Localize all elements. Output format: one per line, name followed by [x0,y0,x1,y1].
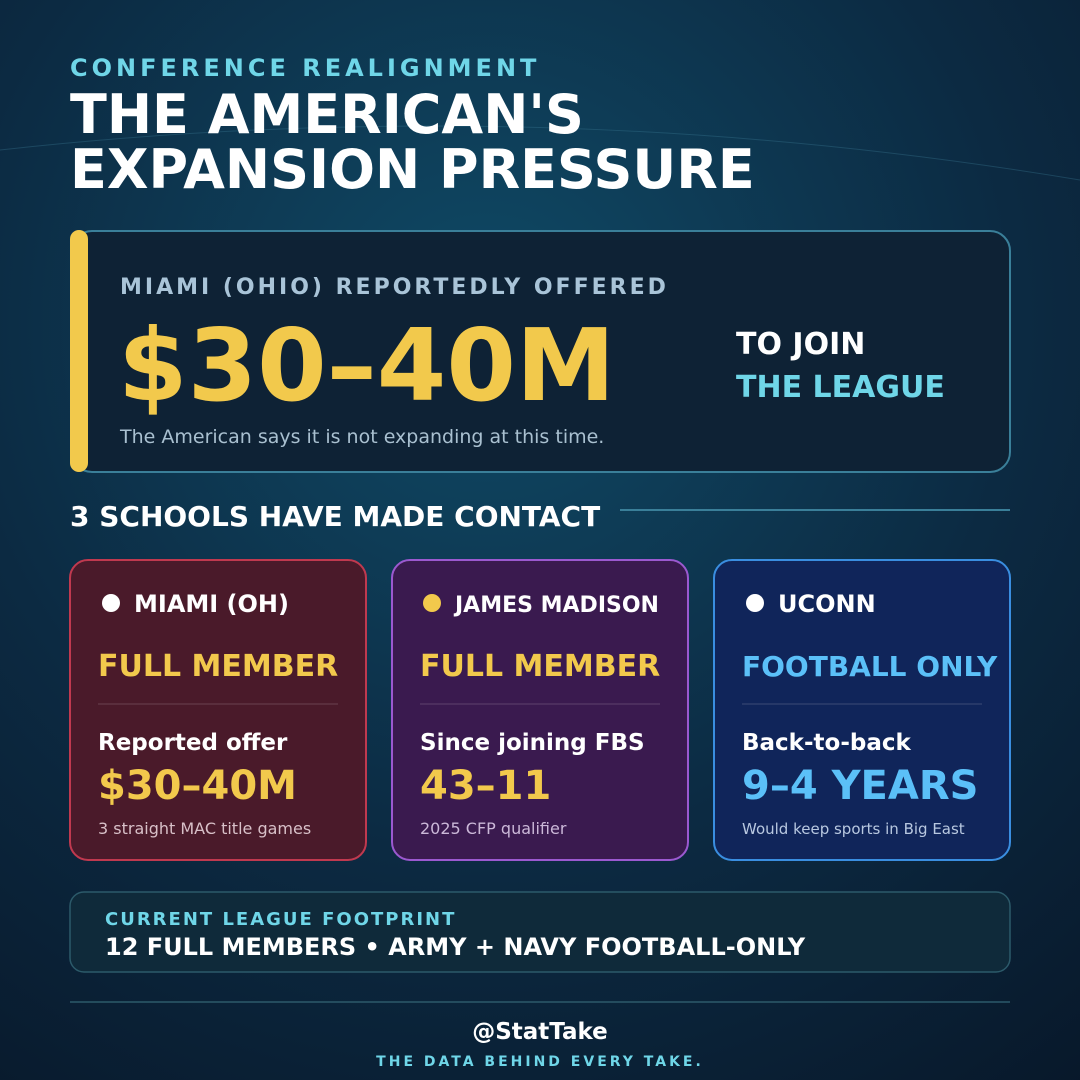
stat: $30–40M [98,763,297,809]
offer-amount: $30–40M [118,307,615,424]
offer-side: THE LEAGUE [736,370,945,405]
handle: @StatTake [472,1019,608,1045]
school-status: FOOTBALL ONLY [742,650,998,683]
offer-label: MIAMI (OHIO) REPORTEDLY OFFERED [120,275,669,300]
school-name: UCONN [778,590,876,618]
school-status: FULL MEMBER [420,649,660,684]
school-card: JAMES MADISON FULL MEMBER Since joining … [391,559,689,861]
stat-label: Back-to-back [742,730,911,756]
school-name: MIAMI (OH) [134,590,289,618]
stat-note: Would keep sports in Big East [742,820,965,838]
stat: 9–4 YEARS [742,763,978,809]
offer-note: The American says it is not expanding at… [119,426,604,448]
stat-label: Reported offer [98,730,288,756]
footprint-text: 12 FULL MEMBERS • ARMY + NAVY FOOTBALL-O… [105,933,806,961]
footprint-label: CURRENT LEAGUE FOOTPRINT [105,909,456,930]
footprint-box [69,891,1011,973]
school-name: JAMES MADISON [453,593,659,618]
tagline: THE DATA BEHIND EVERY TAKE. [376,1054,704,1070]
school-status: FULL MEMBER [98,649,338,684]
title-line: EXPANSION PRESSURE [70,138,755,201]
dot [746,594,764,612]
dot [423,594,441,612]
school-card: MIAMI (OH) FULL MEMBER Reported offer $3… [69,559,367,861]
stat-note: 2025 CFP qualifier [420,819,567,838]
section-heading: 3 SCHOOLS HAVE MADE CONTACT [70,500,600,533]
card-bg [391,559,689,861]
stat-label: Since joining FBS [420,730,645,756]
offer-side: TO JOIN [736,327,865,362]
deco-arc [0,125,1080,181]
dot [102,594,120,612]
accent-bar [70,230,88,472]
title-line: THE AMERICAN'S [70,83,584,146]
card-bg [713,559,1011,861]
stat: 43–11 [420,763,551,809]
stat-note: 3 straight MAC title games [98,819,311,838]
card-bg [69,559,367,861]
kicker: CONFERENCE REALIGNMENT [70,54,540,82]
school-card: UCONN FOOTBALL ONLY Back-to-back 9–4 YEA… [713,559,1011,861]
